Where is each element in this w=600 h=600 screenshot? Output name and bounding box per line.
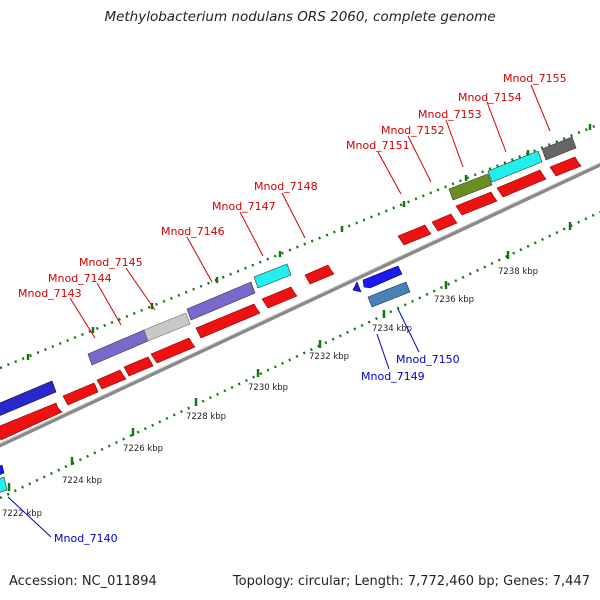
- feature-block: [0, 380, 57, 416]
- forward-gene-arrow: [96, 369, 127, 390]
- forward-gene-arrow: [431, 213, 458, 232]
- forward-gene-arrow: [496, 169, 547, 198]
- forward-gene-arrow: [0, 402, 63, 441]
- map-title: Methylobacterium nodulans ORS 2060, comp…: [104, 9, 496, 25]
- feature-block: [541, 136, 577, 161]
- forward-gene-arrow: [455, 191, 498, 216]
- scale-label: 7234 kbp: [372, 324, 412, 334]
- scale-label: 7224 kbp: [62, 476, 102, 486]
- top-label-leaders: [69, 84, 551, 339]
- feature-track: [0, 136, 577, 416]
- forward-gene-arrow: [397, 224, 432, 246]
- genome-backbone: [0, 162, 600, 448]
- reverse-gene-arrow: [0, 476, 8, 493]
- reverse-gene-arrow: [0, 464, 5, 475]
- forward-gene-arrow: [150, 337, 196, 364]
- feature-block: [487, 150, 543, 183]
- scale-label: 7226 kbp: [123, 444, 163, 454]
- scale-label: 7238 kbp: [498, 267, 538, 277]
- reverse-gene-arrow: [367, 281, 411, 308]
- gene-label: Mnod_7151: [346, 139, 410, 152]
- gene-label: Mnod_7153: [418, 108, 482, 121]
- gene-label: Mnod_7155: [503, 72, 567, 85]
- forward-gene-arrow: [62, 382, 99, 406]
- upper-major-ticks: [26, 124, 592, 360]
- upper-scale-line: [0, 122, 600, 370]
- gene-label: Mnod_7146: [161, 225, 225, 238]
- topology-text: Topology: circular; Length: 7,772,460 bp…: [232, 574, 590, 589]
- gene-label: Mnod_7152: [381, 124, 445, 137]
- gene-label: Mnod_7148: [254, 180, 318, 193]
- feature-block: [448, 173, 493, 201]
- gene-label: Mnod_7154: [458, 91, 522, 104]
- forward-gene-arrow: [549, 156, 582, 177]
- feature-block: [143, 312, 191, 342]
- reverse-gene-arrow: [362, 265, 403, 289]
- lower-scale-line: [0, 210, 600, 500]
- forward-gene-arrow: [123, 356, 154, 377]
- forward-genes: [0, 156, 582, 441]
- forward-gene-arrow: [304, 264, 335, 285]
- scale-label: 7236 kbp: [434, 295, 474, 305]
- feature-block: [253, 263, 292, 289]
- scale-label: 7228 kbp: [186, 412, 226, 422]
- scale-label: 7230 kbp: [248, 383, 288, 393]
- accession-text: Accession: NC_011894: [9, 574, 157, 589]
- lower-major-ticks: [7, 222, 572, 491]
- feature-block: [186, 281, 256, 321]
- bottom-label-leaders: [7, 308, 420, 538]
- gene-label: Mnod_7150: [396, 353, 460, 366]
- scale-label: 7232 kbp: [309, 352, 349, 362]
- gene-label: Mnod_7144: [48, 272, 112, 285]
- gene-label: Mnod_7145: [79, 256, 143, 269]
- scale-label: 7222 kbp: [2, 509, 42, 519]
- gene-label: Mnod_7143: [18, 287, 82, 300]
- gene-label: Mnod_7149: [361, 370, 425, 383]
- reverse-gene-arrow: [352, 281, 362, 293]
- forward-gene-arrow: [261, 286, 298, 309]
- forward-gene-arrow: [195, 303, 261, 339]
- reverse-genes: [0, 265, 411, 493]
- gene-label: Mnod_7147: [212, 200, 276, 213]
- gene-label: Mnod_7140: [54, 532, 118, 545]
- feature-block: [87, 329, 149, 366]
